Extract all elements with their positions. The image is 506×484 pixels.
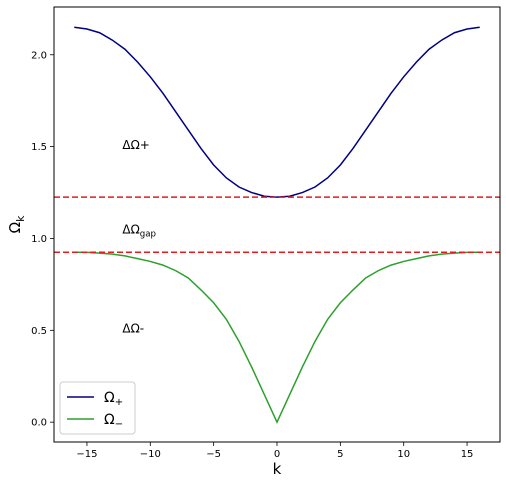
legend-label-1: Ω−	[104, 412, 123, 430]
y-tick-label: 0.5	[31, 326, 47, 337]
plot-background	[54, 7, 500, 442]
y-axis-label: Ωk	[6, 215, 27, 233]
y-axis-label-group: Ωk	[6, 215, 27, 233]
annotation-1: ΔΩgap	[122, 222, 156, 239]
legend-label-0: Ω+	[104, 390, 123, 408]
legend: Ω+ Ω−	[59, 381, 136, 435]
annotation-0: ΔΩ+	[122, 138, 149, 152]
x-tick-label: 15	[461, 449, 474, 460]
x-tick-label: −10	[140, 449, 161, 460]
x-tick-label: 10	[397, 449, 410, 460]
y-tick-label: 2.0	[31, 50, 47, 61]
plot-area: ΔΩ+ ΔΩgap ΔΩ- −15 −10 −5 0 5 10 15 0.0 0.5 1.0 1.5 2.0…	[6, 6, 501, 478]
x-tick-label: −5	[206, 449, 221, 460]
x-tick-label: 5	[337, 449, 343, 460]
legend-box	[59, 381, 136, 435]
y-tick-label: 1.0	[31, 234, 47, 245]
series-line-1	[74, 251, 480, 424]
series-line-0	[74, 26, 480, 198]
x-tick-label: 0	[274, 449, 280, 460]
y-tick-label: 0.0	[31, 418, 47, 429]
x-axis-label: k	[273, 460, 282, 478]
x-tick-label: −15	[76, 449, 97, 460]
y-tick-label: 1.5	[31, 142, 47, 153]
annotation-2: ΔΩ-	[122, 321, 144, 335]
